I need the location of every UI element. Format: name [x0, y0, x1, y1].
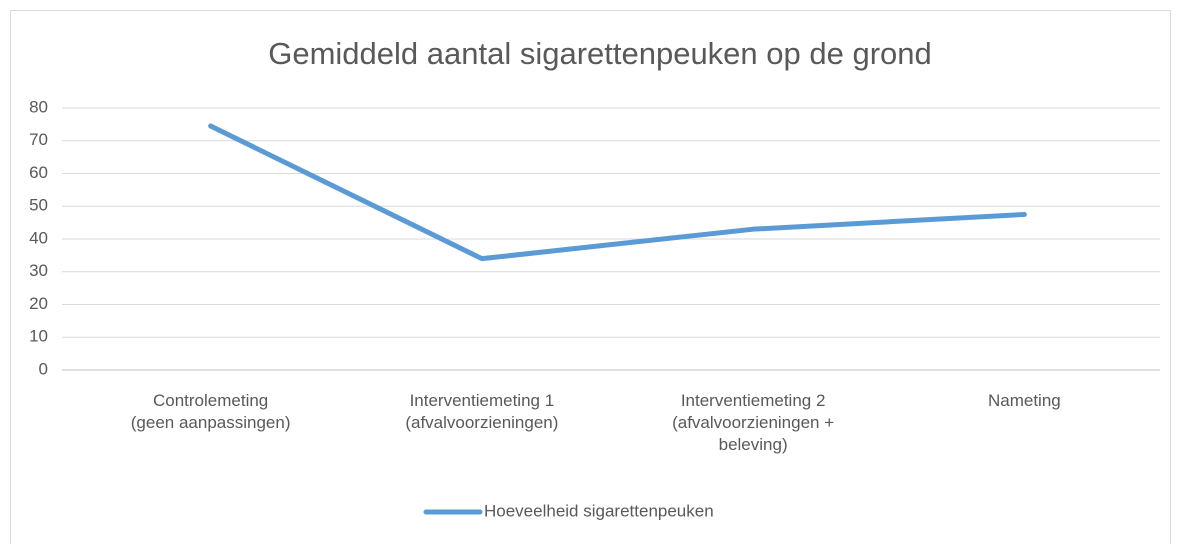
x-tick-label: Interventiemeting 1 (afvalvoorzieningen): [405, 391, 559, 432]
y-tick-label: 50: [29, 196, 48, 215]
y-tick-label: 10: [29, 327, 48, 346]
x-tick-label: Nameting: [987, 391, 1061, 410]
chart-border: [10, 10, 1171, 544]
chart-title: Gemiddeld aantal sigarettenpeuken op de …: [268, 36, 932, 71]
y-tick-label: 30: [29, 261, 48, 280]
y-tick-label: 20: [29, 294, 48, 313]
y-tick-label: 0: [39, 359, 48, 378]
x-tick-label: Controlemeting (geen aanpassingen): [130, 391, 291, 432]
y-tick-label: 60: [29, 163, 48, 182]
legend-label: Hoeveelheid sigarettenpeuken: [484, 501, 714, 520]
y-tick-label: 40: [29, 228, 48, 247]
y-tick-label: 70: [29, 130, 48, 149]
data-line: [208, 123, 1027, 262]
y-tick-label: 80: [29, 97, 48, 116]
x-tick-label: Interventiemeting 2 (afvalvoorzieningen …: [672, 391, 835, 454]
